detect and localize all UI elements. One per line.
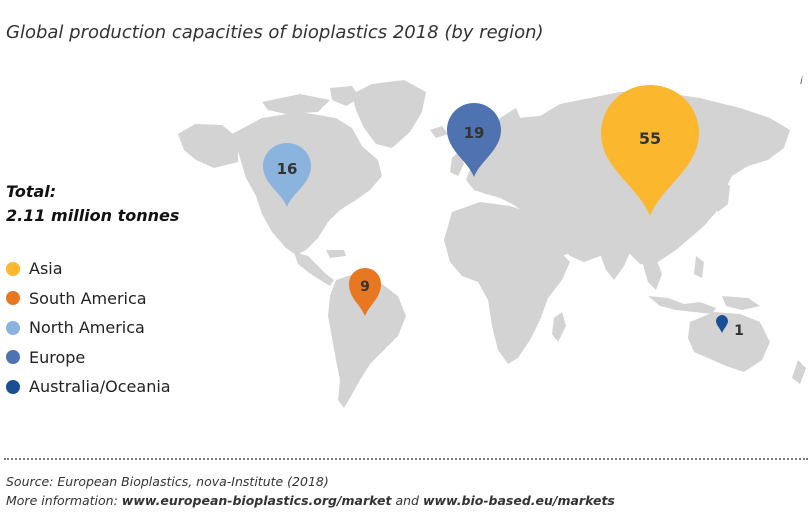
footer-source: Source: European Bioplastics, nova-Insti… — [6, 474, 329, 489]
legend-label-asia: Asia — [29, 259, 63, 279]
land-greenland — [352, 80, 426, 148]
total-value: 2.11 million tonnes — [6, 206, 180, 225]
legend-item-australia-oceania: Australia/Oceania — [6, 372, 171, 402]
legend-item-south-america: South America — [6, 284, 171, 314]
land-new-guinea — [722, 296, 760, 310]
land-se-asia — [640, 252, 662, 290]
marker-label-north-america: 16 — [277, 160, 298, 178]
total-block: Total: 2.11 million tonnes — [6, 180, 179, 228]
marker-europe: 19 — [447, 103, 501, 177]
pin-south-america — [349, 268, 381, 316]
footer-and: and — [391, 493, 423, 508]
pin-europe — [447, 103, 501, 177]
land-arctic-islands — [262, 94, 330, 114]
marker-label-europe: 19 — [464, 124, 485, 142]
legend-dot-australia-oceania — [6, 379, 20, 394]
footer-more-prefix: More information: — [6, 493, 122, 508]
land-north-america — [232, 112, 382, 255]
marker-south-america: 9 — [349, 268, 381, 316]
land-alaska — [178, 124, 238, 168]
corner-mark: i — [800, 76, 803, 87]
legend-item-north-america: North America — [6, 313, 171, 343]
land-arabia — [540, 218, 582, 256]
legend-dot-europe — [6, 350, 20, 365]
legend-dot-north-america — [6, 320, 20, 335]
land-australia — [688, 312, 770, 372]
divider — [4, 458, 808, 460]
legend: Asia South America North America Europe … — [6, 254, 171, 402]
land-japan — [712, 178, 730, 212]
land-indonesia — [648, 296, 716, 314]
footer-link-european-bioplastics[interactable]: www.european-bioplastics.org/market — [121, 493, 392, 508]
marker-north-america: 16 — [263, 143, 311, 207]
land-new-zealand — [792, 360, 806, 384]
land-south-america — [328, 272, 406, 408]
legend-label-europe: Europe — [29, 347, 86, 367]
marker-label-south-america: 9 — [360, 279, 370, 295]
land-philippines — [694, 256, 704, 278]
land-madagascar — [552, 312, 566, 342]
total-heading: Total: — [6, 182, 57, 201]
land-india — [596, 236, 632, 280]
pin-asia — [601, 85, 699, 216]
pin-north-america — [263, 143, 311, 207]
legend-label-australia-oceania: Australia/Oceania — [29, 377, 171, 397]
footer-more-info: More information: www.european-bioplasti… — [6, 493, 615, 508]
pin-australia — [716, 315, 728, 333]
land-central-america — [294, 252, 334, 286]
land-africa — [444, 202, 570, 364]
legend-item-asia: Asia — [6, 254, 171, 284]
legend-item-europe: Europe — [6, 343, 171, 373]
marker-label-australia: 1 — [734, 323, 744, 339]
legend-dot-asia — [6, 261, 20, 276]
land-caribbean — [326, 250, 346, 258]
marker-australia: 1 — [716, 315, 744, 339]
chart-title: Global production capacities of bioplast… — [6, 22, 544, 43]
land-iceland — [430, 126, 448, 138]
land-arctic-islands-2 — [330, 86, 360, 106]
marker-asia: 55 — [601, 85, 699, 216]
footer-link-bio-based[interactable]: www.bio-based.eu/markets — [422, 493, 615, 508]
legend-dot-south-america — [6, 291, 20, 306]
marker-label-asia: 55 — [639, 129, 661, 148]
legend-label-south-america: South America — [29, 288, 147, 308]
legend-label-north-america: North America — [29, 318, 145, 338]
